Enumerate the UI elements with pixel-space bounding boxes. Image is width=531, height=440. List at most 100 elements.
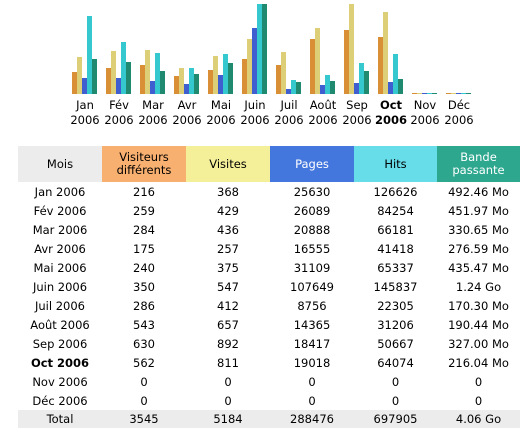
month-label: Mar 2006 — [133, 98, 173, 128]
bar-visits — [417, 93, 422, 94]
hits-cell: 50667 — [377, 336, 414, 351]
bar-visitors — [242, 59, 247, 94]
visits-cell: 811 — [217, 355, 239, 370]
bar-bandwidth_mo — [92, 59, 97, 94]
bar-bandwidth_mo — [330, 81, 335, 94]
bar-visitors — [310, 39, 315, 94]
month-label: Sep 2006 — [337, 98, 377, 128]
bar-hits — [87, 16, 92, 94]
month-year: 2006 — [308, 113, 338, 127]
month-name: Jan — [76, 98, 94, 112]
month-cell: Avr 2006 — [34, 241, 86, 256]
bandwidth-cell: 190.44 Mo — [448, 317, 509, 332]
bandwidth-cell: 216.04 Mo — [448, 355, 509, 370]
visitors-cell: 562 — [133, 355, 155, 370]
visits-cell: 412 — [217, 298, 239, 313]
month-name: Juin — [244, 98, 266, 112]
month-cell: Juil 2006 — [35, 298, 85, 313]
visits-cell: 429 — [217, 203, 239, 218]
total-visits: 5184 — [186, 410, 270, 428]
bar-bandwidth_mo — [160, 71, 165, 94]
bar-visits — [77, 57, 82, 94]
bar-pages — [354, 83, 359, 94]
bar-bandwidth_mo — [364, 71, 369, 94]
month-label: Avr 2006 — [167, 98, 207, 128]
pages-cell: 18417 — [293, 336, 331, 351]
bar-pages — [388, 82, 393, 94]
bar-hits — [257, 4, 262, 94]
header-visits: Visites — [186, 146, 270, 182]
bar-visits — [145, 50, 150, 94]
bar-hits — [155, 53, 160, 94]
pages-cell: 0 — [308, 374, 316, 389]
hits-cell: 41418 — [377, 241, 414, 256]
pages-cell: 26089 — [293, 203, 331, 218]
header-month: Mois — [18, 146, 102, 182]
month-year: 2006 — [274, 113, 304, 127]
month-name: Mai — [210, 98, 232, 112]
month-year: 2006 — [172, 113, 202, 127]
visits-cell: 0 — [224, 374, 232, 389]
bar-visitors — [378, 37, 383, 94]
pages-cell: 0 — [308, 393, 316, 408]
month-label: Oct 2006 — [371, 98, 411, 128]
bar-hits — [291, 80, 296, 94]
bar-visits — [349, 4, 354, 94]
month-cell: Fév 2006 — [33, 203, 87, 218]
bar-visitors — [446, 93, 451, 94]
visitors-cell: 259 — [133, 203, 155, 218]
bandwidth-cell: 0 — [474, 393, 483, 408]
bar-pages — [422, 93, 427, 94]
bandwidth-cell: 451.97 Mo — [448, 203, 509, 218]
month-year: 2006 — [240, 113, 270, 127]
bar-visitors — [344, 30, 349, 94]
month-cell: Jan 2006 — [34, 184, 86, 199]
table-row: Juin 2006 350 547 107649 145837 1.24 Go — [18, 277, 520, 296]
table-row: Nov 2006 0 0 0 0 0 — [18, 372, 520, 391]
visitors-cell: 0 — [140, 393, 148, 408]
bar-visits — [213, 56, 218, 94]
month-name: Oct — [379, 98, 403, 112]
pages-cell: 8756 — [297, 298, 327, 313]
visits-cell: 436 — [217, 222, 239, 237]
visits-cell: 892 — [217, 336, 239, 351]
bar-bandwidth_mo — [194, 74, 199, 94]
month-year: 2006 — [342, 113, 372, 127]
visitors-cell: 216 — [133, 184, 155, 199]
bar-hits — [427, 93, 432, 94]
month-year: 2006 — [206, 113, 236, 127]
header-hits: Hits — [354, 146, 437, 182]
bandwidth-cell: 0 — [474, 374, 483, 389]
bar-visits — [451, 93, 456, 94]
table-row: Mar 2006 284 436 20888 66181 330.65 Mo — [18, 220, 520, 239]
hits-cell: 65337 — [377, 260, 414, 275]
visitors-cell: 284 — [133, 222, 155, 237]
bar-visitors — [140, 65, 145, 94]
bar-chart — [72, 4, 471, 94]
month-label: Jan 2006 — [65, 98, 105, 128]
month-name: Déc — [447, 98, 471, 112]
visits-cell: 375 — [217, 260, 239, 275]
visits-cell: 368 — [217, 184, 239, 199]
month-name: Mar — [142, 98, 164, 112]
bar-bandwidth_mo — [126, 62, 131, 94]
bar-bandwidth_mo — [466, 93, 471, 94]
bar-hits — [461, 93, 466, 94]
month-label: Juin 2006 — [235, 98, 275, 128]
bar-pages — [252, 28, 257, 94]
hits-cell: 22305 — [377, 298, 414, 313]
pages-cell: 20888 — [293, 222, 331, 237]
hits-cell: 126626 — [373, 184, 418, 199]
bandwidth-cell: 1.24 Go — [455, 279, 502, 294]
visits-cell: 257 — [217, 241, 239, 256]
visitors-cell: 350 — [133, 279, 155, 294]
pages-cell: 16555 — [293, 241, 331, 256]
monthly-stats-table: Mois Visiteurs différents Visites Pages … — [18, 146, 520, 428]
table-row: Mai 2006 240 375 31109 65337 435.47 Mo — [18, 258, 520, 277]
visitors-cell: 630 — [133, 336, 155, 351]
month-name: Fév — [109, 98, 129, 112]
month-label: Août 2006 — [303, 98, 343, 128]
month-cell: Nov 2006 — [32, 374, 88, 389]
bar-visitors — [174, 76, 179, 94]
bar-bandwidth_mo — [296, 82, 301, 94]
